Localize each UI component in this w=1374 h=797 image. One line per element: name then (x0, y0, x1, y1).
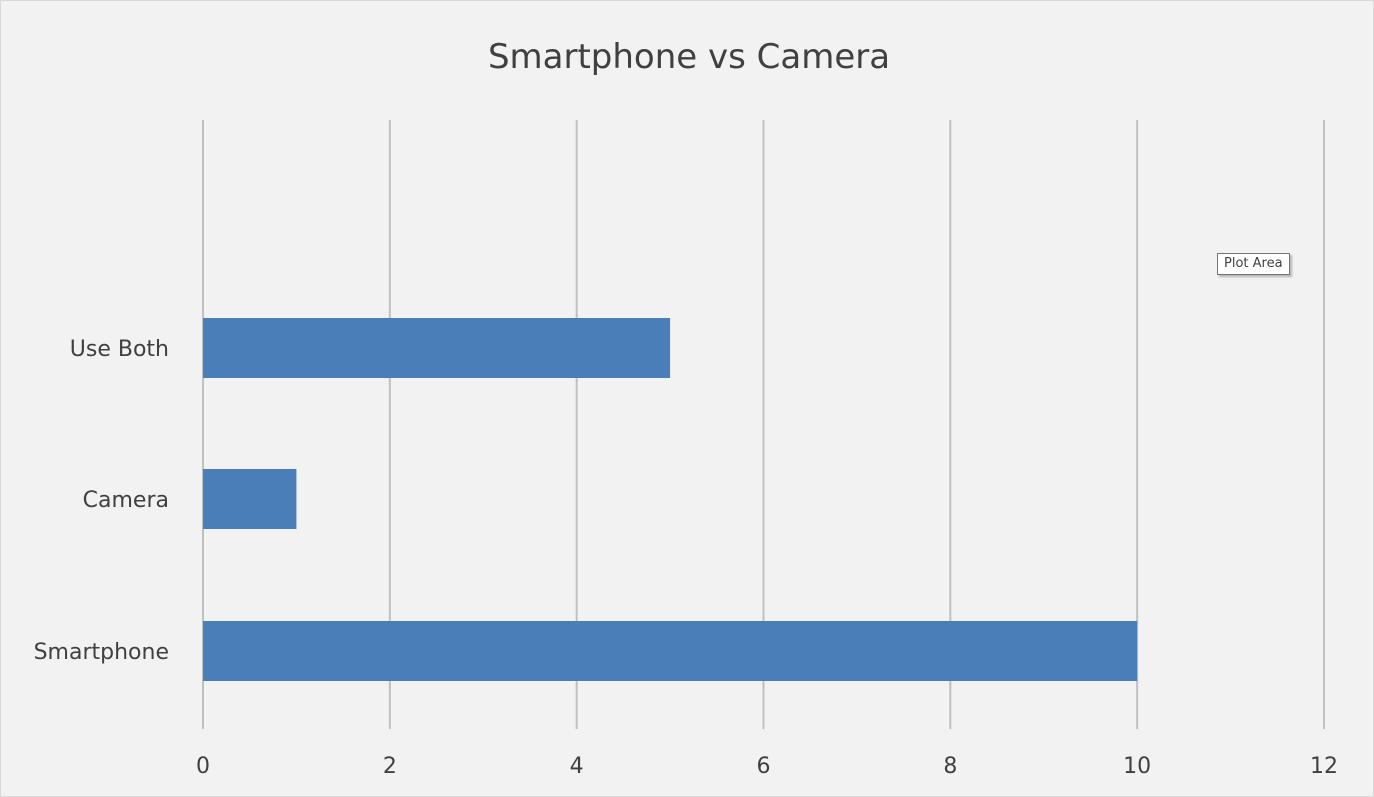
bar-use-both[interactable] (203, 318, 671, 378)
plot-area-tooltip: Plot Area (1217, 253, 1290, 275)
x-tick-label-4: 4 (570, 754, 584, 779)
x-tick-label-0: 0 (196, 754, 210, 779)
category-label-camera: Camera (83, 488, 169, 513)
x-tick-label-6: 6 (757, 754, 771, 779)
x-tick-label-2: 2 (383, 754, 397, 779)
bar-camera[interactable] (203, 469, 297, 529)
x-tick-label-12: 12 (1310, 754, 1338, 779)
category-label-smartphone: Smartphone (34, 640, 169, 665)
plot-area[interactable]: 0 2 4 6 8 10 12 Use Both Camera Smartphone (34, 120, 1338, 779)
x-tick-label-8: 8 (943, 754, 957, 779)
category-label-use-both: Use Both (70, 337, 169, 362)
x-tick-label-10: 10 (1123, 754, 1151, 779)
chart-title: Smartphone vs Camera (488, 37, 890, 77)
bar-smartphone[interactable] (203, 621, 1138, 681)
